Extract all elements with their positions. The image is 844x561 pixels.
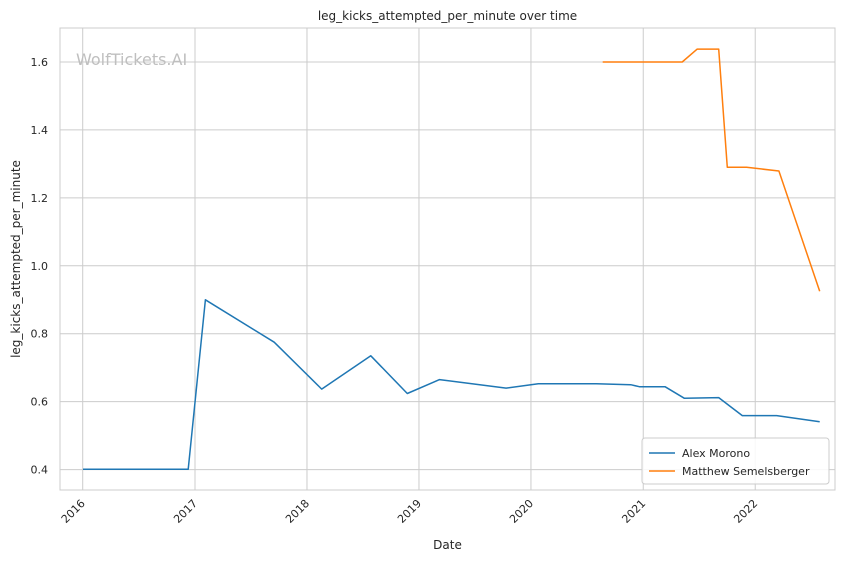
y-tick-label: 0.6: [31, 396, 49, 409]
y-tick-label: 1.0: [31, 260, 49, 273]
series-line-1: [602, 48, 821, 292]
watermark: WolfTickets.AI: [76, 50, 187, 69]
y-tick-label: 0.4: [31, 464, 49, 477]
legend-label-matthew-semelsberger: Matthew Semelsberger: [682, 465, 810, 478]
y-tick-label: 1.6: [31, 56, 49, 69]
y-tick-label: 1.2: [31, 192, 49, 205]
legend: Alex Morono Matthew Semelsberger: [641, 437, 830, 485]
legend-label-alex-morono: Alex Morono: [682, 447, 750, 460]
chart-title: leg_kicks_attempted_per_minute over time: [318, 9, 577, 23]
grid: [60, 28, 835, 490]
y-tick-label: 1.4: [31, 124, 49, 137]
y-axis-label: leg_kicks_attempted_per_minute: [9, 160, 23, 358]
series-layer: [83, 48, 821, 471]
legend-box: [641, 437, 830, 485]
x-axis-label: Date: [433, 538, 462, 552]
plot-frame: [59, 27, 836, 491]
series-line-0: [83, 299, 820, 471]
y-tick-label: 0.8: [31, 328, 49, 341]
